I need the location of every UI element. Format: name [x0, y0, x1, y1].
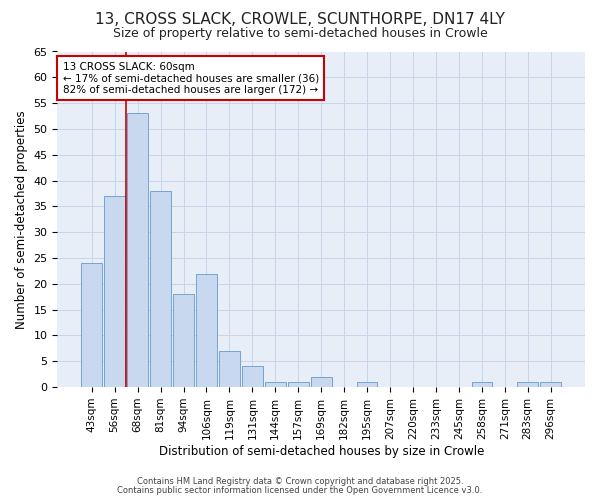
Bar	[242, 366, 263, 387]
Text: Contains public sector information licensed under the Open Government Licence v3: Contains public sector information licen…	[118, 486, 482, 495]
Bar	[104, 196, 125, 387]
Bar	[472, 382, 492, 387]
Bar	[219, 351, 240, 387]
Bar	[288, 382, 308, 387]
Text: 13, CROSS SLACK, CROWLE, SCUNTHORPE, DN17 4LY: 13, CROSS SLACK, CROWLE, SCUNTHORPE, DN1…	[95, 12, 505, 28]
Bar	[541, 382, 561, 387]
Bar	[265, 382, 286, 387]
Bar	[517, 382, 538, 387]
Bar	[82, 263, 102, 387]
Y-axis label: Number of semi-detached properties: Number of semi-detached properties	[15, 110, 28, 328]
Bar	[150, 191, 171, 387]
Bar	[311, 377, 332, 387]
X-axis label: Distribution of semi-detached houses by size in Crowle: Distribution of semi-detached houses by …	[158, 444, 484, 458]
Bar	[173, 294, 194, 387]
Bar	[127, 114, 148, 387]
Text: Contains HM Land Registry data © Crown copyright and database right 2025.: Contains HM Land Registry data © Crown c…	[137, 477, 463, 486]
Bar	[357, 382, 377, 387]
Bar	[196, 274, 217, 387]
Text: Size of property relative to semi-detached houses in Crowle: Size of property relative to semi-detach…	[113, 28, 487, 40]
Text: 13 CROSS SLACK: 60sqm
← 17% of semi-detached houses are smaller (36)
82% of semi: 13 CROSS SLACK: 60sqm ← 17% of semi-deta…	[62, 62, 319, 95]
